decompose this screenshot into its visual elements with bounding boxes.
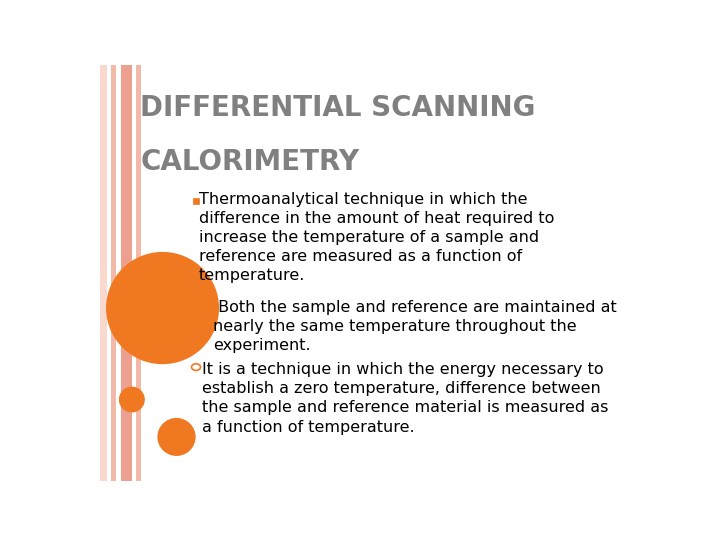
Bar [193, 198, 199, 204]
Ellipse shape [158, 418, 195, 455]
Bar [136, 65, 141, 481]
Text: Both the sample and reference are maintained at
nearly the same temperature thro: Both the sample and reference are mainta… [213, 300, 616, 353]
Text: It is a technique in which the energy necessary to
establish a zero temperature,: It is a technique in which the energy ne… [202, 362, 608, 435]
Bar [207, 306, 212, 312]
Text: DIFFERENTIAL SCANNING: DIFFERENTIAL SCANNING [140, 94, 536, 122]
Ellipse shape [120, 387, 144, 411]
Bar [100, 65, 107, 481]
Text: Thermoanalytical technique in which the
difference in the amount of heat require: Thermoanalytical technique in which the … [199, 192, 554, 284]
Bar [121, 65, 132, 481]
Ellipse shape [107, 253, 218, 363]
Text: CALORIMETRY: CALORIMETRY [140, 148, 359, 176]
Bar [111, 65, 116, 481]
